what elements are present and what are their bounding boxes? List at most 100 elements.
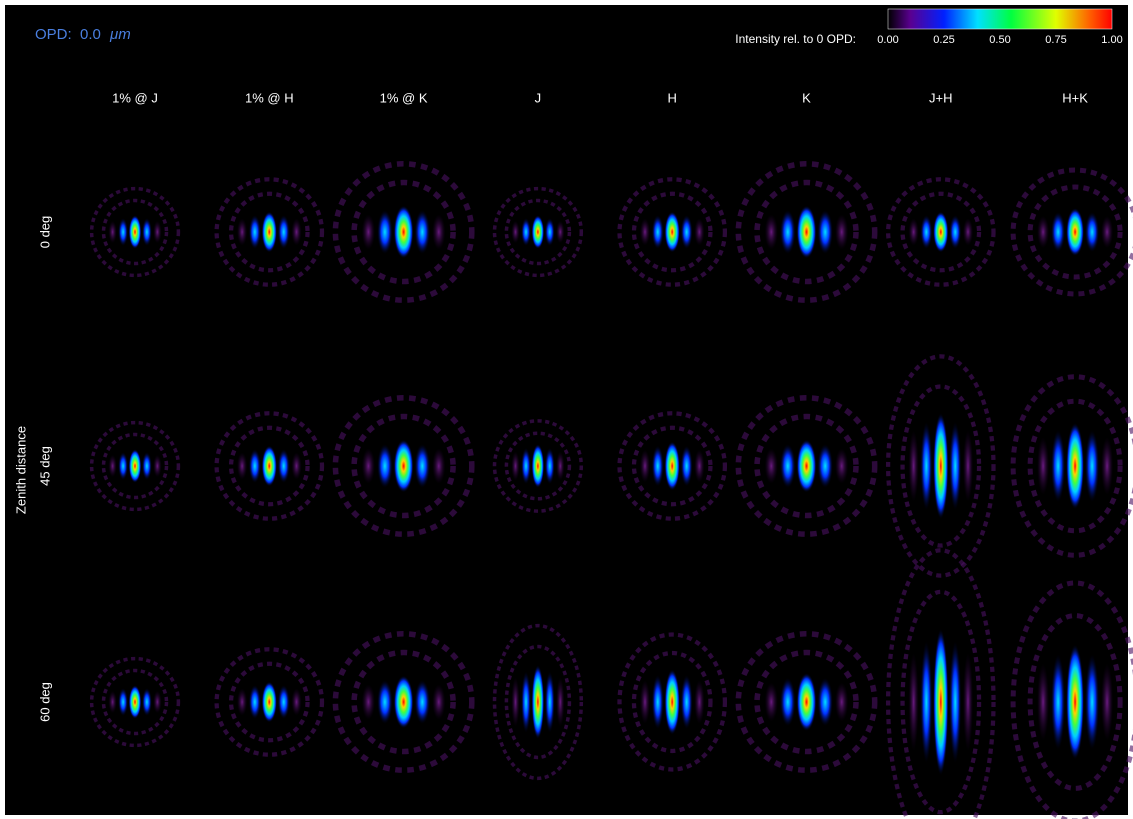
psf-lobe bbox=[909, 431, 919, 502]
row-label: 45 deg bbox=[37, 446, 52, 486]
psf-lobe bbox=[545, 218, 555, 246]
psf-lobe bbox=[765, 448, 778, 483]
psf-lobe bbox=[909, 218, 919, 245]
psf-lobe bbox=[920, 215, 932, 249]
psf-lobe bbox=[694, 680, 704, 724]
psf-lobe bbox=[377, 210, 392, 254]
psf-lobe bbox=[963, 218, 973, 245]
psf-lobe bbox=[949, 422, 961, 510]
psf-core bbox=[262, 212, 277, 253]
psf-lobe bbox=[511, 451, 519, 480]
psf-lobe bbox=[1051, 430, 1065, 502]
psf-lobe bbox=[415, 680, 430, 724]
psf-lobe bbox=[291, 452, 301, 479]
column-label: 1% @ J bbox=[112, 90, 158, 105]
psf-lobe bbox=[108, 691, 116, 713]
psf-lobe bbox=[291, 688, 301, 715]
psf-lobe bbox=[818, 678, 833, 726]
psf-lobe bbox=[1101, 216, 1113, 248]
colorbar-tick-label: 0.50 bbox=[989, 34, 1010, 46]
column-label: J+H bbox=[929, 90, 952, 105]
colorbar-tick-label: 0.00 bbox=[877, 34, 898, 46]
psf-core bbox=[1066, 423, 1084, 509]
opd-value: 0.0 bbox=[80, 26, 101, 43]
opd-label: OPD: bbox=[35, 26, 72, 43]
psf-lobe bbox=[1051, 654, 1065, 750]
psf-lobe bbox=[545, 448, 555, 484]
psf-lobe bbox=[142, 688, 152, 716]
psf-lobe bbox=[681, 215, 693, 249]
psf-lobe bbox=[949, 641, 961, 763]
opd-unit: μm bbox=[109, 26, 131, 43]
psf-lobe bbox=[521, 218, 531, 246]
psf-lobe bbox=[237, 452, 247, 479]
psf-lobe bbox=[237, 688, 247, 715]
psf-lobe bbox=[118, 218, 128, 246]
psf-core bbox=[665, 212, 680, 253]
psf-lobe bbox=[556, 221, 564, 243]
psf-lobe bbox=[920, 641, 932, 763]
psf-lobe bbox=[765, 214, 778, 249]
psf-lobe bbox=[153, 455, 161, 477]
row-axis-label: Zenith distance bbox=[13, 426, 28, 514]
column-label: J bbox=[535, 90, 542, 105]
psf-core bbox=[129, 449, 142, 483]
psf-lobe bbox=[835, 448, 848, 483]
colorbar bbox=[888, 9, 1112, 29]
psf-core bbox=[1066, 644, 1084, 759]
psf-lobe bbox=[521, 448, 531, 484]
row-label: 0 deg bbox=[37, 216, 52, 249]
psf-lobe bbox=[415, 444, 430, 488]
psf-lobe bbox=[694, 450, 704, 483]
psf-lobe bbox=[1085, 430, 1099, 502]
psf-lobe bbox=[118, 452, 128, 480]
psf-lobe bbox=[377, 444, 392, 488]
psf-lobe bbox=[681, 675, 693, 729]
psf-lobe bbox=[278, 215, 290, 249]
psf-core bbox=[797, 673, 817, 731]
psf-lobe bbox=[780, 444, 795, 488]
psf-lobe bbox=[1037, 216, 1049, 248]
page: OPD: 0.0 μm Intensity rel. to 0 OPD: 0.0… bbox=[0, 0, 1133, 819]
psf-core bbox=[129, 215, 142, 249]
psf-lobe bbox=[556, 677, 564, 726]
psf-lobe bbox=[521, 671, 531, 733]
psf-core bbox=[129, 685, 142, 719]
psf-core bbox=[933, 212, 948, 253]
psf-core bbox=[262, 446, 277, 487]
psf-lobe bbox=[142, 452, 152, 480]
psf-core bbox=[933, 413, 948, 519]
psf-lobe bbox=[511, 221, 519, 243]
psf-core bbox=[532, 665, 545, 739]
column-label: 1% @ K bbox=[380, 90, 428, 105]
psf-lobe bbox=[249, 685, 261, 719]
colorbar-tick-label: 1.00 bbox=[1101, 34, 1122, 46]
psf-lobe bbox=[249, 215, 261, 249]
psf-lobe bbox=[545, 671, 555, 733]
psf-lobe bbox=[818, 444, 833, 488]
column-label: K bbox=[802, 90, 811, 105]
psf-lobe bbox=[278, 685, 290, 719]
psf-lobe bbox=[1101, 664, 1113, 741]
psf-lobe bbox=[1051, 212, 1065, 252]
colorbar-tick-label: 0.25 bbox=[933, 34, 954, 46]
psf-lobe bbox=[1037, 664, 1049, 741]
psf-lobe bbox=[118, 688, 128, 716]
psf-core bbox=[797, 206, 817, 259]
psf-lobe bbox=[108, 221, 116, 243]
psf-lobe bbox=[153, 221, 161, 243]
psf-lobe bbox=[432, 684, 445, 719]
row-label: 60 deg bbox=[37, 682, 52, 722]
psf-lobe bbox=[835, 214, 848, 249]
psf-lobe bbox=[432, 214, 445, 249]
psf-lobe bbox=[963, 431, 973, 502]
psf-lobe bbox=[377, 680, 392, 724]
psf-lobe bbox=[694, 218, 704, 245]
psf-lobe bbox=[920, 422, 932, 510]
psf-core bbox=[665, 442, 680, 491]
psf-lobe bbox=[963, 653, 973, 751]
psf-lobe bbox=[511, 677, 519, 726]
psf-lobe bbox=[415, 210, 430, 254]
psf-lobe bbox=[818, 210, 833, 254]
psf-lobe bbox=[362, 214, 375, 249]
